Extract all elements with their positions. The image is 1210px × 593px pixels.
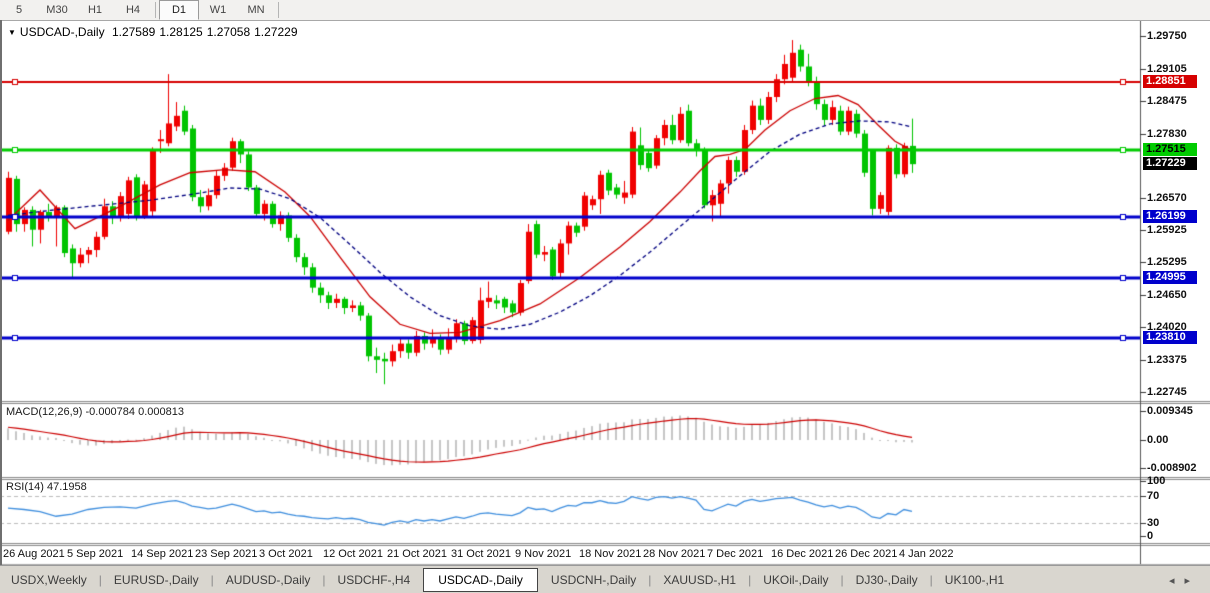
tab-separator: | bbox=[648, 573, 652, 587]
time-axis-label: 18 Nov 2021 bbox=[579, 548, 642, 560]
price-axis-label: 1.23375 bbox=[1147, 354, 1187, 367]
tab-usdx-weekly[interactable]: USDX,Weekly bbox=[11, 573, 87, 587]
macd-axis-label: 0.009345 bbox=[1147, 405, 1193, 417]
price-axis-label: 1.25925 bbox=[1147, 224, 1187, 237]
tab-eurusd-daily[interactable]: EURUSD-,Daily bbox=[113, 573, 199, 587]
tab-audusd-daily[interactable]: AUDUSD-,Daily bbox=[225, 573, 311, 587]
macd-axis-label: -0.008902 bbox=[1147, 462, 1197, 474]
tab-ukoil-daily[interactable]: UKOil-,Daily bbox=[763, 573, 829, 587]
price-axis-label: 1.28475 bbox=[1147, 94, 1187, 107]
time-axis-label: 31 Oct 2021 bbox=[451, 548, 511, 560]
hline-price-badge: 1.28851 bbox=[1143, 74, 1197, 88]
time-axis-label: 3 Oct 2021 bbox=[259, 548, 313, 560]
tab-usdcnh-daily[interactable]: USDCNH-,Daily bbox=[550, 573, 637, 587]
time-axis-label: 23 Sep 2021 bbox=[195, 548, 258, 560]
ohlc-low: 1.27058 bbox=[206, 25, 251, 39]
time-axis-label: 14 Sep 2021 bbox=[131, 548, 194, 560]
rsi-value: 47.1958 bbox=[46, 481, 87, 493]
ohlc-high: 1.28125 bbox=[159, 25, 203, 39]
timeframe-button-W1[interactable]: W1 bbox=[209, 4, 227, 16]
price-axis-label: 1.27830 bbox=[1147, 127, 1187, 140]
time-axis-label: 21 Oct 2021 bbox=[387, 548, 447, 560]
rsi-axis-label: 30 bbox=[1147, 517, 1160, 529]
chart-title: ▼ USDCAD-,Daily 1.27589 1.28125 1.27058 1.27… bbox=[8, 25, 302, 39]
tab-scroll-left-icon[interactable]: ◂ bbox=[1168, 574, 1185, 587]
tab-separator: | bbox=[929, 573, 933, 587]
timeframe-button-MN[interactable]: MN bbox=[247, 4, 265, 16]
tab-separator: | bbox=[210, 573, 214, 587]
window-left-border bbox=[0, 20, 2, 565]
timeframe-toolbar: 5 M30 H1 H4 D1 W1 MN bbox=[0, 0, 1210, 21]
hline-price-badge: 1.23810 bbox=[1143, 330, 1197, 344]
price-axis-label: 1.24020 bbox=[1147, 321, 1187, 334]
ohlc-close: 1.27229 bbox=[254, 25, 298, 39]
ohlc-open: 1.27589 bbox=[111, 25, 156, 39]
tab-uk100-h1[interactable]: UK100-,H1 bbox=[944, 573, 1005, 587]
tab-separator: | bbox=[98, 573, 102, 587]
toolbar-separator bbox=[155, 2, 156, 18]
tab-dj30-daily[interactable]: DJ30-,Daily bbox=[855, 573, 918, 587]
tab-separator: | bbox=[840, 573, 844, 587]
price-axis-label: 1.26570 bbox=[1147, 191, 1187, 204]
time-axis-label: 26 Aug 2021 bbox=[3, 548, 65, 560]
rsi-axis-label: 0 bbox=[1147, 530, 1154, 542]
time-axis-label: 26 Dec 2021 bbox=[835, 548, 898, 560]
price-axis-label: 1.29105 bbox=[1147, 62, 1187, 75]
chart-tab-bar: USDX,Weekly | EURUSD-,Daily | AUDUSD-,Daily |… bbox=[0, 565, 1210, 593]
timeframe-button-H1[interactable]: H1 bbox=[87, 4, 103, 16]
tab-separator: | bbox=[322, 573, 326, 587]
price-axis-label: 1.22745 bbox=[1147, 386, 1187, 399]
price-axis-label: 1.24650 bbox=[1147, 289, 1187, 302]
current-price-badge: 1.27229 bbox=[1143, 157, 1197, 171]
time-axis-label: 12 Oct 2021 bbox=[323, 548, 383, 560]
hline-price-badge: 1.27515 bbox=[1143, 142, 1197, 156]
chevron-down-icon: ▼ bbox=[8, 28, 16, 37]
tab-usdchf-h4[interactable]: USDCHF-,H4 bbox=[337, 573, 411, 587]
time-axis-label: 16 Dec 2021 bbox=[771, 548, 834, 560]
tab-separator: | bbox=[748, 573, 752, 587]
tab-usdcad-daily[interactable]: USDCAD-,Daily bbox=[423, 568, 538, 592]
hline-price-badge: 1.26199 bbox=[1143, 209, 1197, 223]
rsi-axis-label: 70 bbox=[1147, 490, 1160, 502]
time-axis-label: 5 Sep 2021 bbox=[67, 548, 124, 560]
timeframe-button-D1[interactable]: D1 bbox=[159, 0, 199, 20]
tab-scroll-arrows: ◂▸ bbox=[1169, 574, 1200, 587]
time-axis-label: 4 Jan 2022 bbox=[899, 548, 954, 560]
price-axis-label: 1.29750 bbox=[1147, 30, 1187, 42]
toolbar-separator bbox=[278, 2, 279, 18]
macd-label: MACD(12,26,9) -0.000784 0.000813 bbox=[6, 406, 184, 418]
timeframe-button-H4[interactable]: H4 bbox=[125, 4, 141, 16]
time-axis-label: 28 Nov 2021 bbox=[643, 548, 706, 560]
tab-scroll-right-icon[interactable]: ▸ bbox=[1184, 574, 1200, 587]
time-axis-label: 7 Dec 2021 bbox=[707, 548, 764, 560]
time-axis-label: 9 Nov 2021 bbox=[515, 548, 572, 560]
timeframe-button-M30[interactable]: M30 bbox=[46, 4, 68, 16]
symbol-period-label: USDCAD-,Daily bbox=[19, 25, 105, 39]
timeframe-button-5[interactable]: 5 bbox=[15, 4, 23, 16]
hline-price-badge: 1.24995 bbox=[1143, 270, 1197, 284]
price-axis-label: 1.25295 bbox=[1147, 256, 1187, 269]
tab-xauusd-h1[interactable]: XAUUSD-,H1 bbox=[663, 573, 737, 587]
macd-axis-label: 0.00 bbox=[1147, 434, 1169, 446]
rsi-axis-label: 100 bbox=[1147, 475, 1166, 487]
macd-values: -0.000784 0.000813 bbox=[85, 406, 184, 418]
rsi-label: RSI(14) 47.1958 bbox=[6, 481, 87, 493]
